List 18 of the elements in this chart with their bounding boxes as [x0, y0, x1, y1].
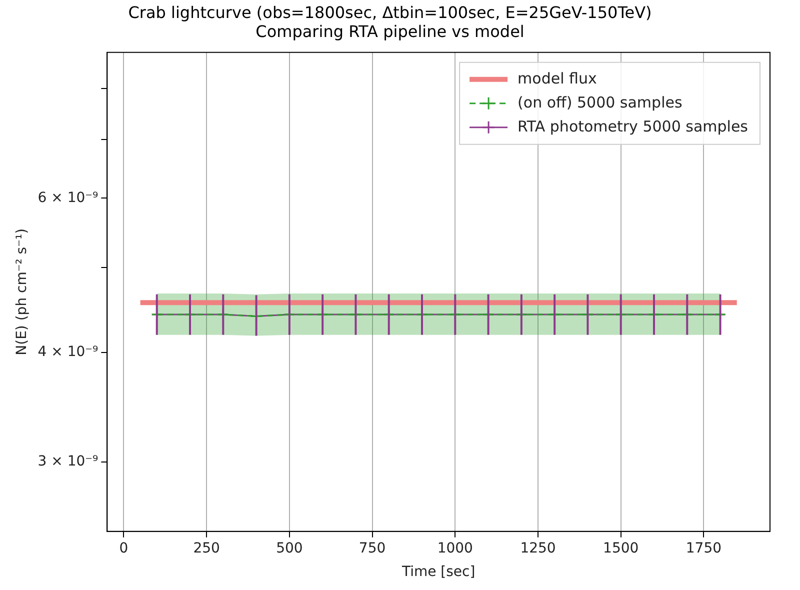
- x-tick-label: 750: [358, 540, 386, 556]
- x-tick-label: 0: [119, 540, 128, 556]
- y-tick-label: 4 × 10⁻⁹: [38, 344, 99, 360]
- x-tick-label: 1750: [686, 540, 722, 556]
- x-tick-label: 500: [276, 540, 303, 556]
- legend-label: model flux: [518, 69, 597, 88]
- x-axis-title: Time [sec]: [400, 564, 476, 580]
- x-tick-label: 250: [193, 540, 220, 556]
- x-tick-label: 1500: [603, 540, 639, 556]
- text: Crab lightcurve (obs=1800sec, Δtbin=100sec, E=25GeV-150TeV): [128, 2, 652, 22]
- y-tick-label: 3 × 10⁻⁹: [38, 454, 99, 470]
- x-tick-label: 1250: [520, 540, 556, 556]
- legend-label: RTA photometry 5000 samples: [518, 117, 748, 136]
- legend-label: (on off) 5000 samples: [518, 93, 682, 112]
- y-tick-label: 6 × 10⁻⁹: [38, 190, 99, 206]
- y-axis-title: N(E) (ph cm⁻² s⁻¹): [14, 228, 30, 356]
- x-tick-label: 1000: [437, 540, 473, 556]
- text: Comparing RTA pipeline vs model: [256, 22, 524, 41]
